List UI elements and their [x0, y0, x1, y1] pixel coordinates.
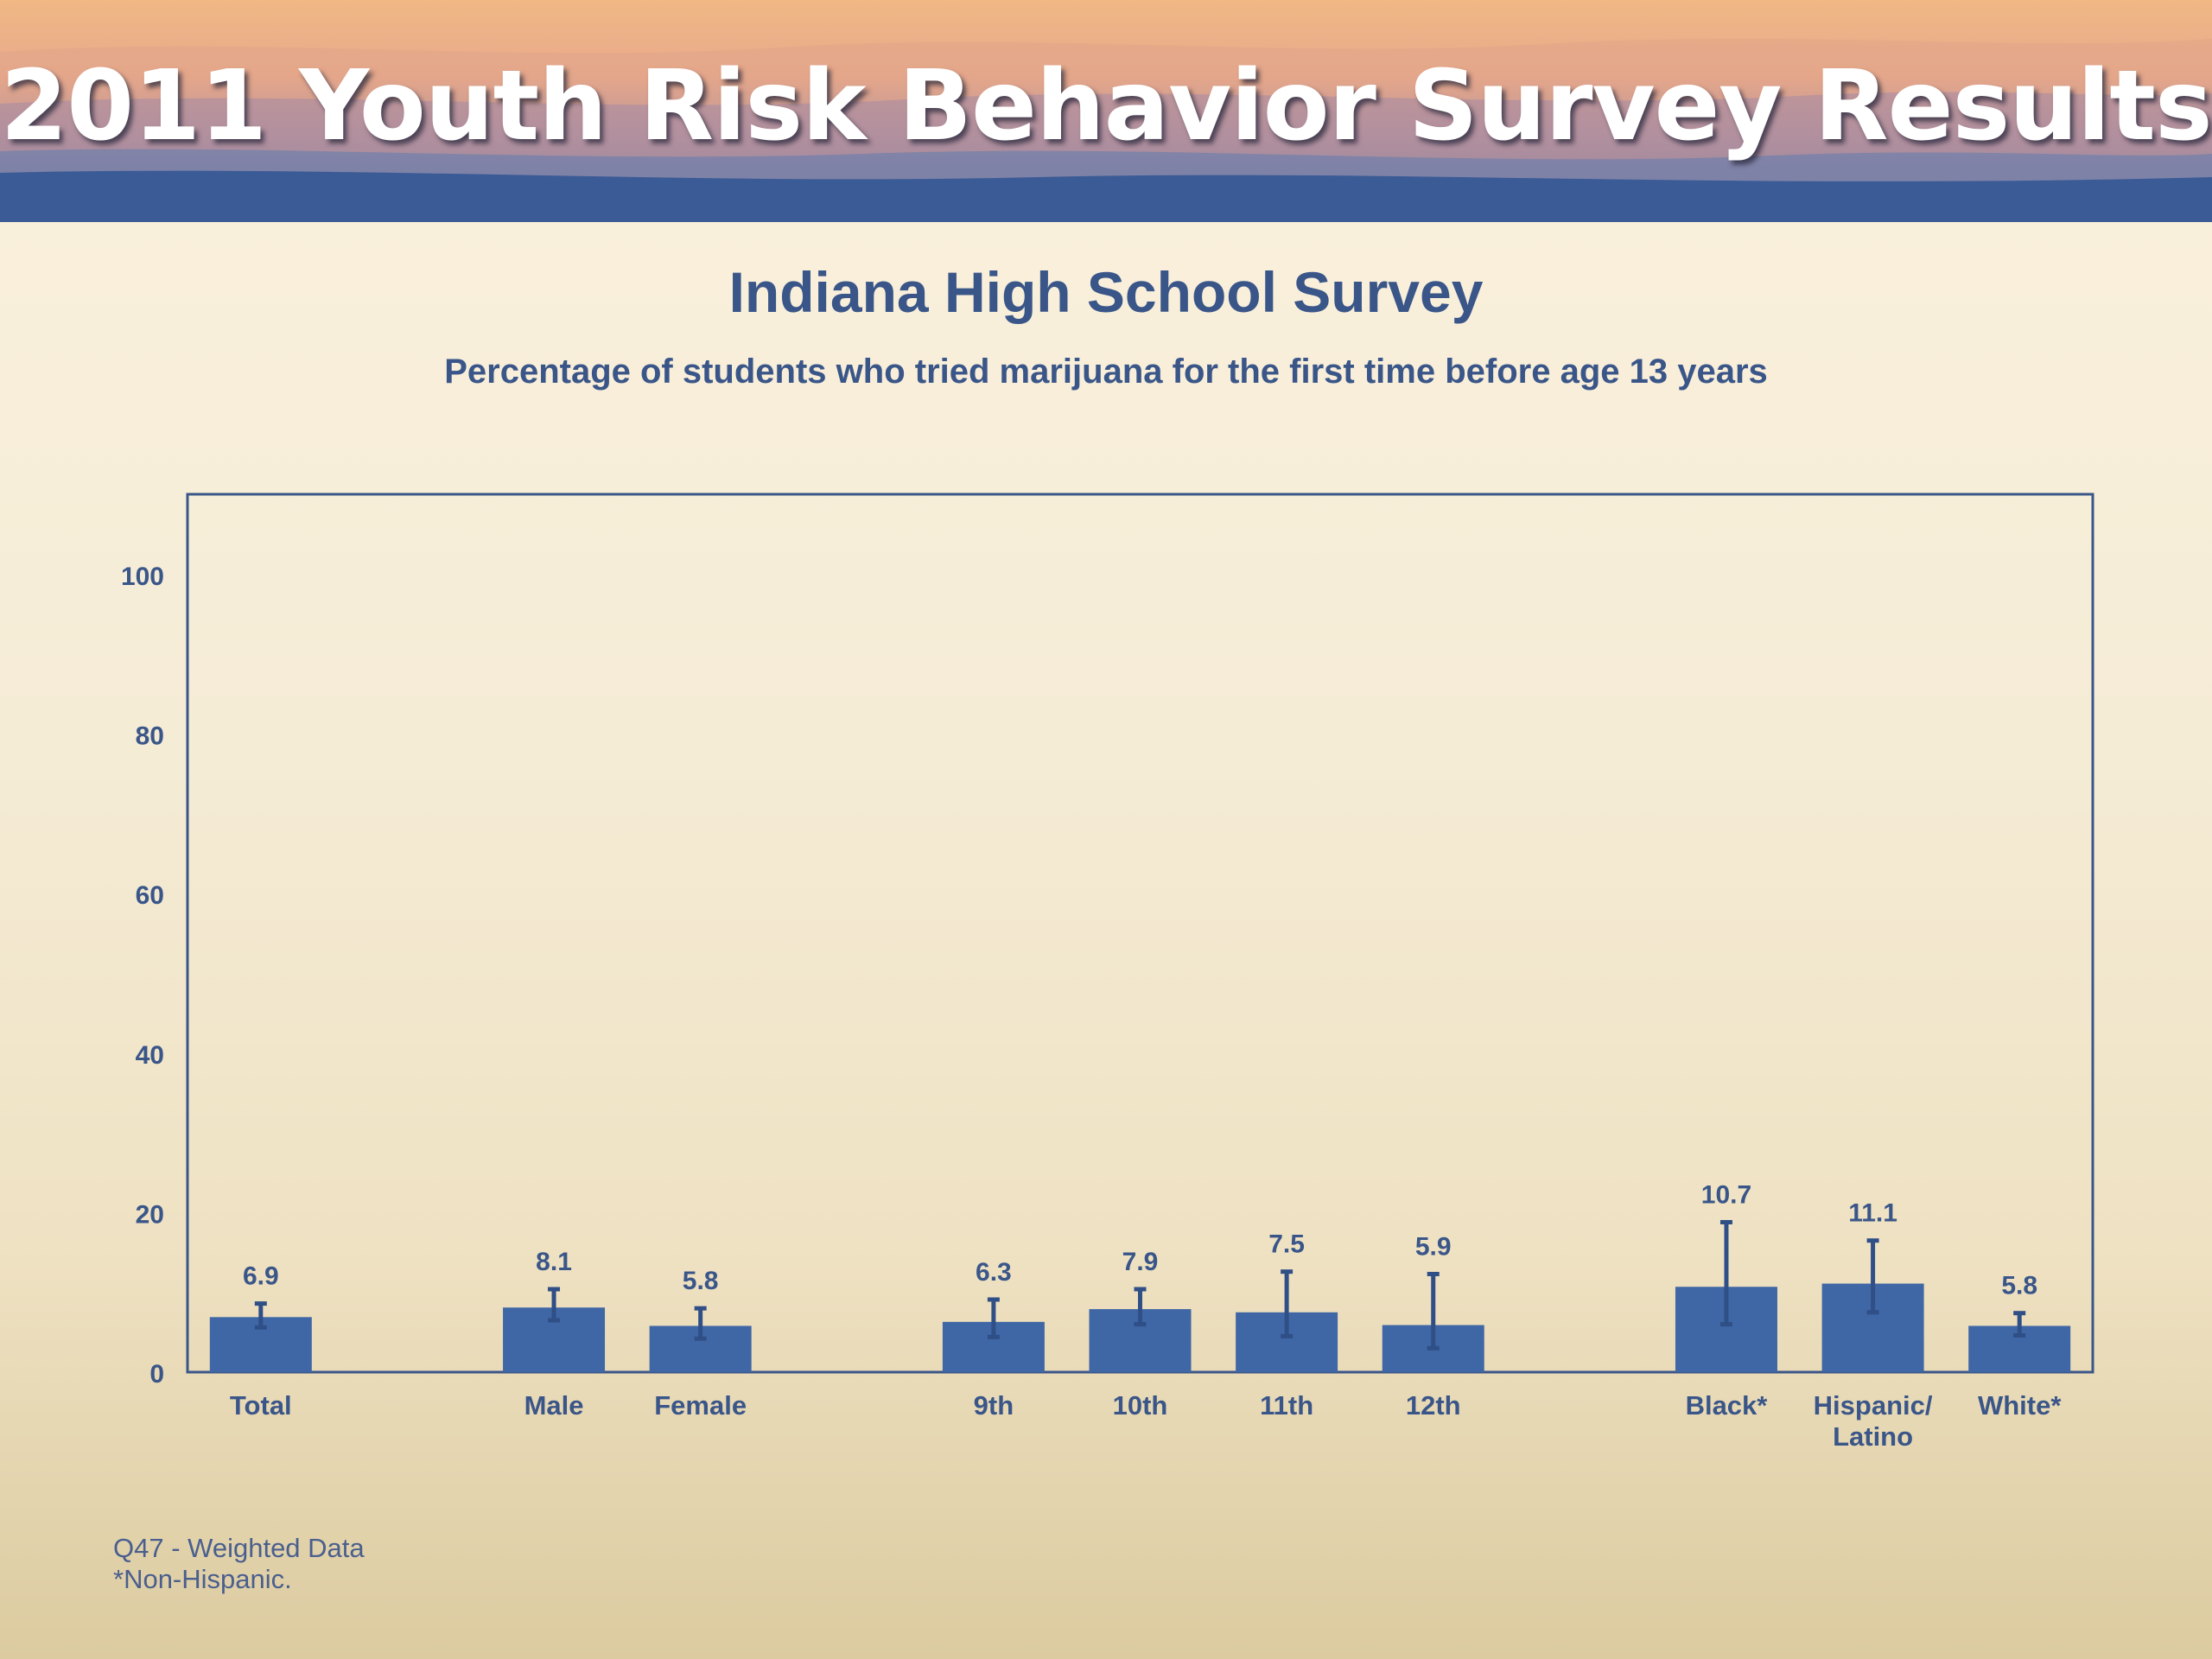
category-label: Female: [654, 1390, 747, 1421]
data-label: 8.1: [536, 1248, 572, 1276]
data-label: 11.1: [1848, 1199, 1897, 1228]
chart-subtitle: Percentage of students who tried marijua…: [444, 353, 1768, 391]
footnote-nonhispanic: *Non-Hispanic.: [113, 1564, 292, 1594]
category-label: Male: [524, 1390, 584, 1421]
y-tick-label: 100: [121, 563, 164, 591]
y-tick-label: 80: [136, 722, 164, 751]
data-label: 5.8: [2001, 1272, 2037, 1300]
category-label: 11th: [1260, 1390, 1313, 1421]
category-label: Hispanic/: [1814, 1390, 1933, 1421]
data-label: 5.9: [1415, 1232, 1452, 1261]
data-label: 10.7: [1701, 1180, 1751, 1209]
header-banner: 2011 Youth Risk Behavior Survey Results: [0, 0, 2212, 222]
data-label: 6.9: [243, 1262, 279, 1291]
category-label: 10th: [1113, 1390, 1168, 1421]
banner-landscape: [0, 39, 2212, 222]
y-tick-label: 60: [136, 881, 164, 910]
category-label: 12th: [1406, 1390, 1461, 1421]
y-tick-label: 20: [136, 1200, 164, 1229]
category-label: Black*: [1686, 1390, 1769, 1421]
chart-title: Indiana High School Survey: [728, 260, 1484, 324]
category-label: Latino: [1833, 1421, 1913, 1452]
data-label: 7.9: [1122, 1248, 1159, 1276]
data-label: 6.3: [976, 1258, 1012, 1287]
plot-frame: [186, 493, 2094, 1374]
category-label: 9th: [974, 1390, 1014, 1421]
banner-title: 2011 Youth Risk Behavior Survey Results: [0, 50, 2212, 162]
footnote-weighted: Q47 - Weighted Data: [113, 1533, 365, 1563]
data-label: 7.5: [1268, 1230, 1305, 1259]
y-tick-label: 0: [149, 1360, 164, 1389]
category-label: Total: [230, 1390, 292, 1421]
data-label: 5.8: [683, 1267, 719, 1295]
y-tick-label: 40: [136, 1041, 164, 1070]
category-label: White*: [1978, 1390, 2062, 1421]
